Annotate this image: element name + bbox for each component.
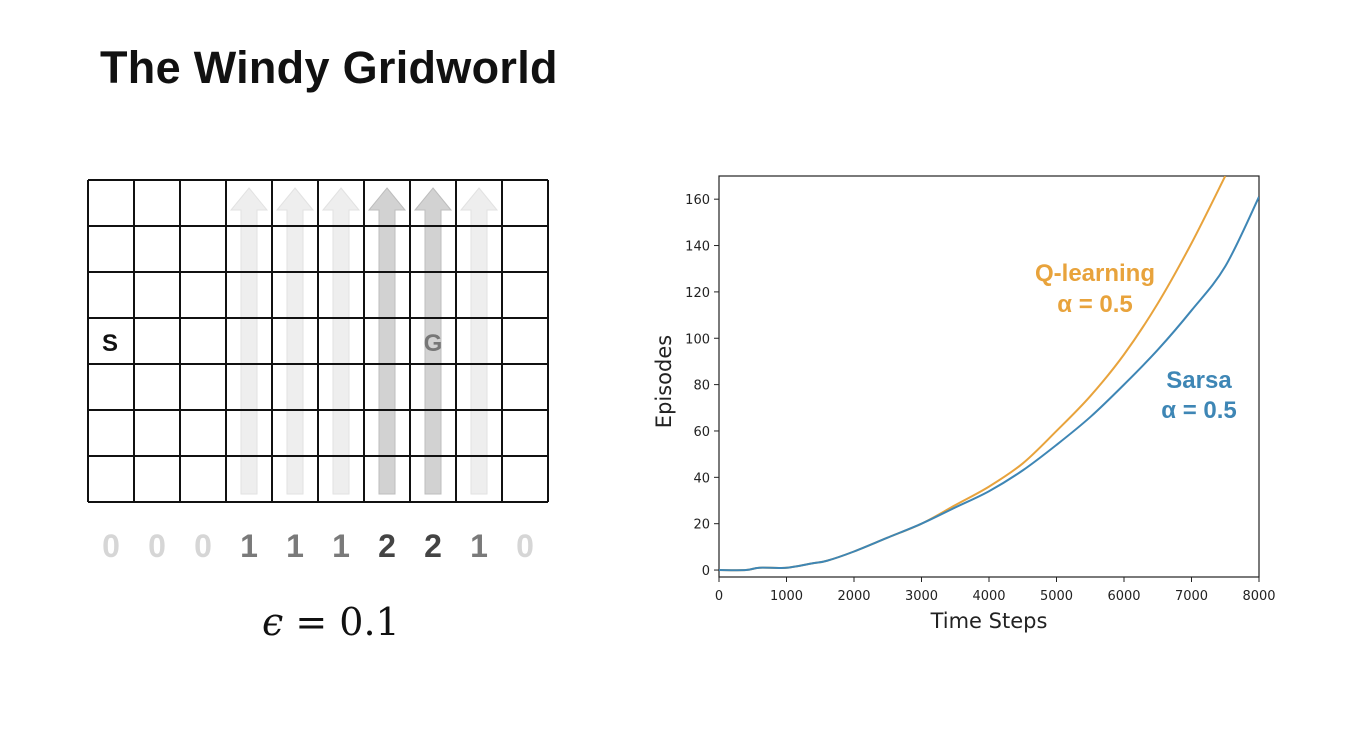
sarsa-line — [719, 196, 1259, 572]
x-tick-label: 6000 — [1107, 589, 1140, 604]
wind-arrow — [229, 187, 269, 495]
y-tick-label: 40 — [693, 471, 710, 486]
page-title: The Windy Gridworld — [100, 42, 558, 93]
wind-strength-label: 1 — [332, 528, 350, 564]
wind-arrow — [321, 187, 361, 495]
x-tick-label: 3000 — [905, 589, 938, 604]
wind-arrow — [413, 187, 453, 495]
sarsa-alpha-label: α = 0.5 — [1161, 397, 1236, 424]
x-tick-label: 1000 — [770, 589, 803, 604]
wind-strength-label: 1 — [470, 528, 488, 564]
wind-arrows — [229, 187, 499, 495]
start-cell-label: S — [102, 330, 118, 357]
x-tick-label: 7000 — [1175, 589, 1208, 604]
wind-strength-label: 0 — [194, 528, 212, 564]
y-axis-label: Episodes — [652, 335, 676, 428]
epsilon-symbol: ϵ — [262, 600, 284, 644]
chart-lines — [719, 176, 1259, 572]
q-learning-series-label: Q-learning — [1035, 260, 1155, 287]
y-tick-label: 100 — [685, 332, 710, 347]
sarsa-series-label: Sarsa — [1166, 367, 1232, 394]
grid-lines — [87, 179, 549, 503]
y-tick-label: 160 — [685, 193, 710, 208]
x-tick-label: 2000 — [837, 589, 870, 604]
q-learning-line — [719, 176, 1227, 572]
wind-strength-label: 0 — [148, 528, 166, 564]
q-learning-alpha-label: α = 0.5 — [1057, 291, 1132, 318]
wind-strength-label: 0 — [516, 528, 534, 564]
epsilon-label: ϵ = 0.1 — [262, 600, 400, 644]
wind-strength-label: 2 — [378, 528, 396, 564]
chart-labels: Time Steps Episodes Q-learning α = 0.5 Sarsa… — [652, 260, 1237, 633]
chart-ticks: 0 1000 2000 3000 4000 5000 6000 7000 8000 0 20 40 60… — [685, 193, 1275, 604]
wind-strength-label: 1 — [240, 528, 258, 564]
x-axis-label: Time Steps — [930, 609, 1048, 633]
wind-arrow — [367, 187, 407, 495]
wind-strength-label: 2 — [424, 528, 442, 564]
wind-strength-label: 1 — [286, 528, 304, 564]
wind-strength-label: 0 — [102, 528, 120, 564]
y-tick-label: 60 — [693, 425, 710, 440]
x-tick-label: 5000 — [1040, 589, 1073, 604]
x-tick-label: 0 — [715, 589, 723, 604]
y-tick-label: 80 — [693, 379, 710, 394]
y-tick-label: 140 — [685, 240, 710, 255]
y-tick-label: 120 — [685, 286, 710, 301]
x-tick-label: 8000 — [1242, 589, 1275, 604]
wind-arrow — [275, 187, 315, 495]
goal-cell-label: G — [424, 330, 443, 357]
wind-arrow — [459, 187, 499, 495]
epsilon-value: = 0.1 — [283, 600, 400, 644]
x-tick-label: 4000 — [972, 589, 1005, 604]
y-tick-label: 20 — [693, 518, 710, 533]
y-tick-label: 0 — [702, 564, 710, 579]
